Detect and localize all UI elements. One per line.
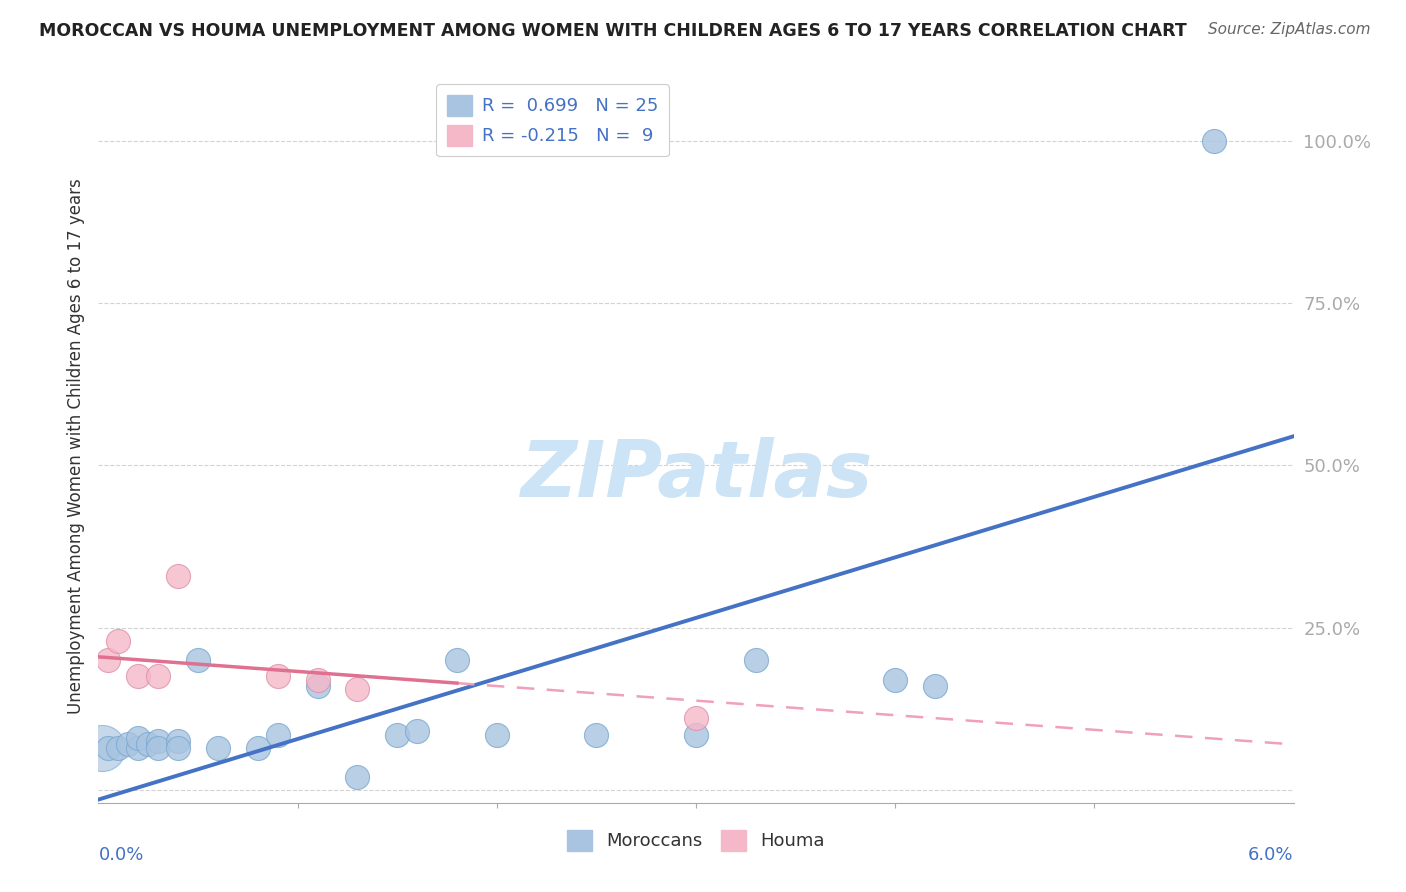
Text: 6.0%: 6.0% <box>1249 846 1294 863</box>
Point <box>1202 134 1225 148</box>
Point <box>446 653 468 667</box>
Point <box>307 679 329 693</box>
Point <box>127 740 149 755</box>
Text: MOROCCAN VS HOUMA UNEMPLOYMENT AMONG WOMEN WITH CHILDREN AGES 6 TO 17 YEARS CORR: MOROCCAN VS HOUMA UNEMPLOYMENT AMONG WOM… <box>39 22 1187 40</box>
Point <box>107 633 129 648</box>
Point <box>127 669 149 683</box>
Point <box>267 669 290 683</box>
Point <box>346 770 368 784</box>
Point <box>884 673 907 687</box>
Point <box>107 740 129 755</box>
Point <box>117 738 139 752</box>
Point <box>346 682 368 697</box>
Point <box>148 669 170 683</box>
Point <box>97 740 120 755</box>
Text: ZIPatlas: ZIPatlas <box>520 436 872 513</box>
Legend: Moroccans, Houma: Moroccans, Houma <box>560 822 832 858</box>
Text: Source: ZipAtlas.com: Source: ZipAtlas.com <box>1208 22 1371 37</box>
Point <box>485 728 508 742</box>
Point <box>97 653 120 667</box>
Point <box>685 711 707 725</box>
Point <box>246 740 269 755</box>
Point <box>585 728 607 742</box>
Point <box>267 728 290 742</box>
Point <box>207 740 229 755</box>
Point <box>167 734 190 748</box>
Point <box>167 740 190 755</box>
Y-axis label: Unemployment Among Women with Children Ages 6 to 17 years: Unemployment Among Women with Children A… <box>66 178 84 714</box>
Point <box>745 653 768 667</box>
Point <box>406 724 429 739</box>
Point <box>148 740 170 755</box>
Point <box>685 728 707 742</box>
Point <box>385 728 409 742</box>
Point <box>148 734 170 748</box>
Point <box>136 738 159 752</box>
Point <box>167 568 190 582</box>
Point <box>127 731 149 745</box>
Point <box>307 673 329 687</box>
Point <box>187 653 209 667</box>
Text: 0.0%: 0.0% <box>98 846 143 863</box>
Point <box>924 679 946 693</box>
Point <box>91 740 114 755</box>
